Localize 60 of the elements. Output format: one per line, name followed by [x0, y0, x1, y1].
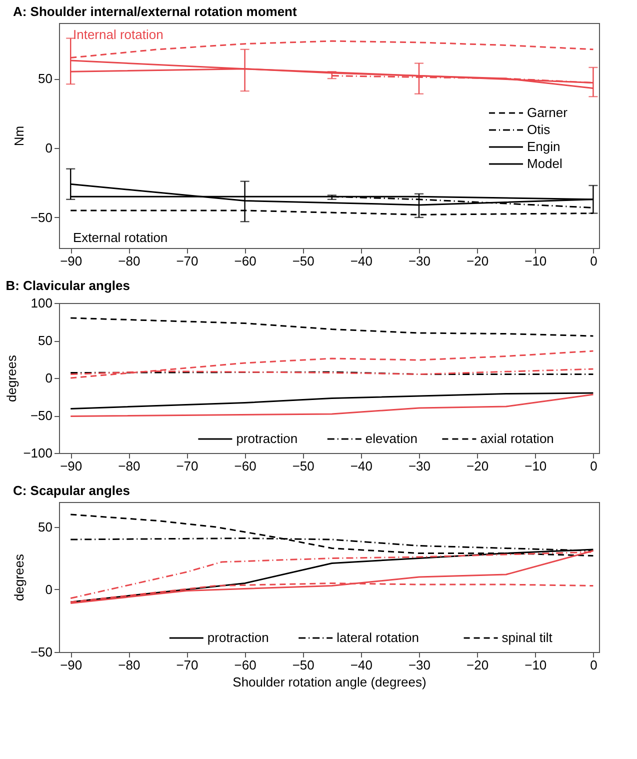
legend-label: Model [527, 156, 563, 171]
y-axis-title: Nm [11, 126, 26, 146]
x-tick-label: −40 [350, 254, 372, 268]
x-tick-label: −70 [176, 254, 198, 268]
x-tick-label: −10 [524, 458, 547, 474]
x-tick-label: −80 [118, 458, 140, 474]
annotation: External rotation [73, 230, 168, 245]
x-tick-label: −10 [524, 254, 547, 268]
y-tick-label: 0 [45, 582, 52, 597]
legend-label: Garner [527, 105, 568, 120]
chart-title: C: Scapular angles [12, 483, 130, 498]
legend-label: elevation [365, 431, 418, 446]
x-tick-label: −60 [234, 254, 256, 268]
chart-title: A: Shoulder internal/external rotation moment [12, 4, 298, 19]
x-tick-label: −70 [176, 658, 198, 672]
x-tick-label: −10 [524, 658, 547, 672]
legend-label: Engin [527, 139, 560, 154]
legend-label: lateral rotation [336, 630, 419, 645]
y-axis-title: degrees [11, 554, 26, 601]
x-tick-label: −40 [350, 458, 372, 474]
legend-label: protraction [236, 431, 298, 446]
y-tick-label: 50 [38, 333, 52, 348]
x-tick-label: −80 [118, 254, 140, 268]
x-tick-label: −90 [60, 254, 82, 268]
x-tick-label: −60 [234, 658, 256, 672]
x-axis-title: Shoulder rotation angle (degrees) [232, 674, 426, 690]
x-tick-label: −90 [60, 458, 82, 474]
y-axis-title: degrees [4, 354, 20, 402]
y-tick-label: −50 [30, 644, 52, 660]
y-tick-label: 50 [38, 71, 52, 86]
y-tick-label: 100 [30, 296, 52, 310]
x-tick-label: −20 [466, 254, 489, 268]
legend-label: spinal tilt [502, 630, 553, 645]
x-tick-label: 0 [590, 458, 598, 474]
x-tick-label: 0 [590, 254, 598, 268]
x-tick-label: −30 [408, 658, 431, 672]
x-tick-label: −30 [408, 458, 431, 474]
x-tick-label: −80 [118, 658, 140, 672]
x-tick-label: −50 [292, 458, 314, 474]
y-tick-label: −50 [30, 408, 52, 423]
y-tick-label: −50 [30, 210, 52, 225]
y-tick-label: −100 [23, 446, 52, 460]
y-tick-label: 50 [38, 520, 52, 534]
x-tick-label: −20 [466, 658, 489, 672]
x-tick-label: 0 [590, 658, 598, 672]
chart-title: B: Clavicular angles [6, 278, 130, 293]
x-tick-label: −90 [60, 658, 82, 672]
x-tick-label: −20 [466, 458, 489, 474]
x-tick-label: −30 [408, 254, 431, 268]
x-tick-label: −70 [176, 458, 198, 474]
x-tick-label: −60 [234, 458, 256, 474]
x-tick-label: −50 [292, 254, 314, 268]
legend-label: protraction [207, 630, 269, 645]
y-tick-label: 0 [45, 140, 52, 156]
x-tick-label: −50 [292, 658, 314, 672]
annotation: Internal rotation [73, 27, 164, 42]
y-tick-label: 0 [45, 370, 52, 386]
legend-label: axial rotation [480, 431, 554, 446]
x-tick-label: −40 [350, 658, 372, 672]
legend-label: Otis [527, 122, 551, 137]
